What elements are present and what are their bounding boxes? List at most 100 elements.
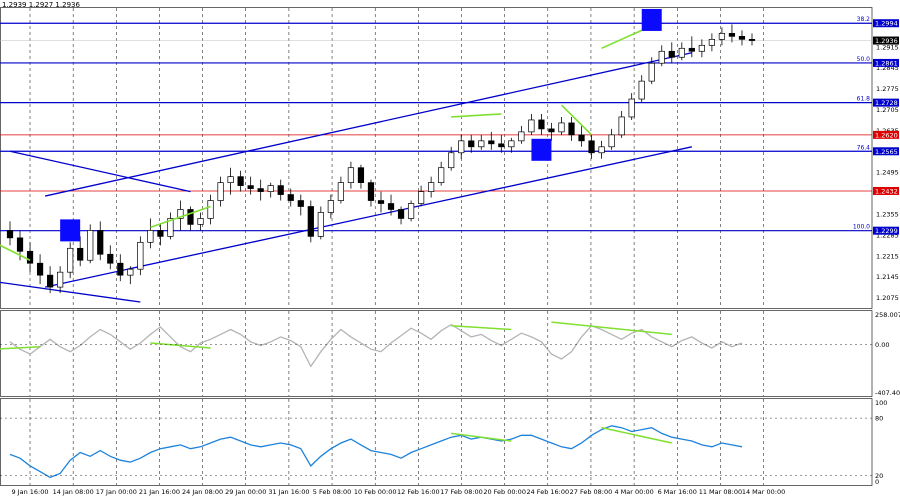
cci-tick-label: -407.404	[875, 389, 900, 397]
rsi-tick-label: 100	[875, 399, 887, 407]
candle-body	[277, 185, 284, 195]
candle-body	[137, 241, 144, 270]
x-tick-label: 14 Mar 00:00	[742, 488, 785, 496]
candle-body	[77, 247, 84, 261]
trend-line	[44, 146, 692, 288]
y-tick-label: 1.2845	[876, 64, 899, 72]
candle-body	[397, 209, 405, 219]
x-tick-label: 10 Feb 00:00	[354, 488, 397, 496]
divergence-line	[560, 104, 593, 136]
candle-body	[458, 140, 465, 154]
signal-marker	[641, 8, 662, 31]
fib-level-label: 100.0	[853, 224, 870, 231]
x-tick-label: 5 Feb 08:00	[313, 488, 352, 496]
candle-body	[598, 146, 605, 154]
candle-body	[36, 262, 44, 276]
rsi-divergence-line	[601, 426, 672, 444]
x-tick-label: 24 Feb 16:00	[526, 488, 569, 496]
trend-line	[9, 150, 191, 193]
candle-body	[538, 119, 545, 130]
candle-body	[117, 262, 124, 276]
y-tick-label: 1.2145	[876, 273, 899, 281]
candle-body	[558, 122, 565, 133]
candle-body	[327, 200, 334, 213]
price-tag: 1.2620	[875, 131, 898, 139]
y-tick-label: 1.2215	[876, 252, 899, 260]
candle-body	[187, 209, 194, 225]
candle-body	[157, 230, 164, 237]
current-price-tag-bg	[873, 36, 899, 45]
price-tag-bg	[873, 147, 899, 156]
candle-body	[448, 152, 455, 169]
current-price-tag: 1.2936	[875, 37, 898, 45]
candle-body	[698, 44, 705, 52]
candle-body	[287, 194, 294, 201]
candle-body	[16, 237, 24, 252]
cci-divergence-line	[0, 345, 41, 350]
cci-divergence-line	[451, 325, 512, 331]
x-tick-label: 11 Mar 08:00	[699, 488, 742, 496]
x-tick-label: 24 Jan 08:00	[182, 488, 223, 496]
price-tag: 1.2432	[875, 187, 898, 195]
candle-body	[67, 247, 74, 273]
rsi-series-line	[9, 425, 743, 479]
x-tick-label: 20 Feb 00:00	[483, 488, 526, 496]
candle-body	[297, 200, 304, 207]
price-tag: 1.2728	[875, 99, 898, 107]
price-tag-bg	[873, 58, 899, 67]
price-tag: 1.2565	[875, 148, 898, 156]
x-tick-label: 17 Feb 08:00	[440, 488, 483, 496]
fib-level-label: 50.0	[857, 56, 871, 63]
candle-body	[57, 271, 64, 288]
candle-body	[407, 203, 415, 219]
candle-body	[127, 268, 134, 276]
fib-level-label: 61.8	[857, 96, 871, 103]
rsi-tick-label: 20	[875, 472, 883, 480]
y-tick-label: 1.2075	[876, 294, 899, 302]
divergence-line	[601, 29, 643, 50]
x-tick-label: 27 Feb 08:00	[570, 488, 613, 496]
candle-body	[748, 38, 756, 41]
candle-body	[428, 182, 435, 192]
candle-body	[668, 50, 675, 58]
candle-body	[638, 80, 645, 100]
trend-line	[44, 52, 692, 197]
candle-body	[678, 47, 685, 58]
price-tag-bg	[873, 19, 899, 28]
price-tag-bg	[873, 226, 899, 235]
fib-level-label: 76.4	[857, 144, 871, 151]
candle-body	[488, 140, 495, 145]
rsi-tick-label: 0	[875, 478, 879, 486]
panel-frame	[0, 398, 873, 486]
y-tick-label: 1.2495	[876, 169, 899, 177]
panel-frame	[0, 310, 873, 397]
x-tick-label: 29 Jan 00:00	[225, 488, 266, 496]
cci-tick-label: 0.00	[875, 341, 889, 349]
candle-body	[478, 140, 485, 148]
candle-body	[578, 134, 585, 142]
candle-body	[237, 176, 244, 186]
x-tick-label: 4 Mar 00:00	[614, 488, 653, 496]
candle-body	[367, 182, 375, 201]
candle-body	[618, 116, 625, 136]
candle-body	[738, 36, 746, 40]
candle-body	[227, 176, 234, 183]
candle-body	[317, 212, 324, 237]
cci-series-line	[9, 323, 743, 368]
candle-body	[217, 182, 224, 201]
candle-body	[97, 230, 104, 255]
price-tag-bg	[873, 130, 899, 139]
candle-body	[588, 140, 595, 154]
x-tick-label: 12 Feb 16:00	[397, 488, 440, 496]
divergence-line	[150, 205, 211, 229]
x-tick-label: 17 Jan 00:00	[96, 488, 137, 496]
x-tick-label: 9 Jan 16:00	[11, 488, 48, 496]
candle-body	[438, 167, 445, 183]
candle-body	[267, 185, 274, 192]
candle-body	[167, 218, 174, 237]
signal-marker	[531, 138, 552, 161]
candle-body	[628, 98, 635, 118]
candle-body	[177, 209, 184, 219]
price-tag: 1.2299	[875, 227, 898, 235]
